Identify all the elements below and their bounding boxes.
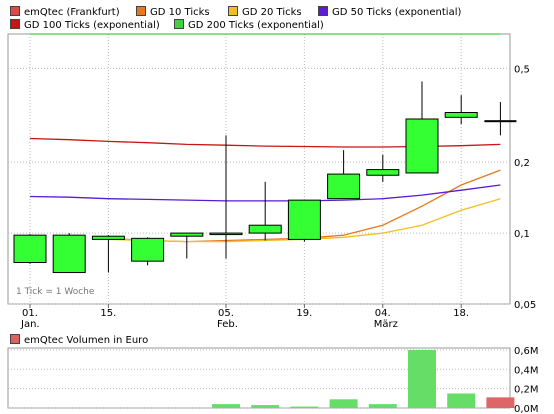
legend-item-emqtec: emQtec (Frankfurt) xyxy=(10,6,120,18)
candle-body xyxy=(91,235,125,240)
volume-y-tick-label: 0,2M xyxy=(514,385,539,396)
legend-swatch xyxy=(174,19,184,29)
x-tick-label: 19. xyxy=(296,308,312,319)
volume-bar xyxy=(290,406,319,408)
chart-legend: emQtec (Frankfurt) GD 10 Ticks GD 20 Tic… xyxy=(0,0,554,34)
candle-body xyxy=(287,199,321,240)
legend-item-gd100: GD 100 Ticks (exponential) xyxy=(10,19,160,31)
tick-note: 1 Tick = 1 Woche xyxy=(16,287,95,297)
y-tick-label: 0,5 xyxy=(514,64,530,75)
legend-swatch xyxy=(136,6,146,16)
volume-bar xyxy=(447,393,476,408)
x-tick-label: 01. xyxy=(22,308,38,319)
candle-body xyxy=(444,111,478,118)
legend-item-gd200: GD 200 Ticks (exponential) xyxy=(174,19,324,31)
legend-swatch xyxy=(228,6,238,16)
legend-label: GD 50 Ticks (exponential) xyxy=(332,7,462,18)
volume-legend: emQtec Volumen in Euro xyxy=(10,334,148,346)
volume-y-tick-label: 0,0M xyxy=(514,404,539,414)
candle-body xyxy=(52,234,86,274)
volume-bar xyxy=(368,404,397,408)
legend-label: GD 20 Ticks xyxy=(242,7,302,18)
volume-y-tick-label: 0,4M xyxy=(514,365,539,376)
legend-swatch xyxy=(10,19,20,29)
x-tick-sublabel: Feb. xyxy=(217,319,238,330)
candle-body xyxy=(366,169,400,176)
legend-item-gd20: GD 20 Ticks xyxy=(228,6,302,18)
x-tick-label: 15. xyxy=(100,308,116,319)
volume-bar xyxy=(212,404,240,408)
y-tick-label: 0,05 xyxy=(514,300,536,311)
volume-bar xyxy=(329,399,358,408)
volume-bar xyxy=(486,397,515,408)
y-tick-label: 0,1 xyxy=(514,229,530,240)
candle-body xyxy=(13,234,47,264)
legend-item-gd10: GD 10 Ticks xyxy=(136,6,210,18)
y-tick-label: 0,2 xyxy=(514,158,530,169)
candle-body xyxy=(405,118,439,174)
volume-bar xyxy=(408,349,436,408)
legend-label: emQtec (Frankfurt) xyxy=(24,7,120,18)
legend-swatch xyxy=(318,6,328,16)
legend-swatch xyxy=(10,6,20,16)
legend-label: GD 100 Ticks (exponential) xyxy=(24,20,160,31)
x-tick-sublabel: Jan. xyxy=(20,319,40,330)
legend-swatch xyxy=(10,334,20,344)
volume-y-tick-label: 0,6M xyxy=(514,346,539,357)
x-tick-sublabel: März xyxy=(374,319,398,330)
candle-body xyxy=(484,120,517,123)
legend-label: GD 200 Ticks (exponential) xyxy=(188,20,324,31)
x-tick-label: 05. xyxy=(218,308,234,319)
candle-body xyxy=(327,173,361,200)
price-chart: 0,05 0,1 0,2 0,5 01.Jan. 15. 05.Feb. 19. 04.März… xyxy=(7,33,536,330)
volume-bar xyxy=(251,405,280,408)
volume-legend-label: emQtec Volumen in Euro xyxy=(24,335,149,346)
candle-body xyxy=(209,232,243,236)
legend-label: GD 10 Ticks xyxy=(150,7,210,18)
candle-body xyxy=(170,232,204,237)
x-tick-label: 04. xyxy=(375,308,391,319)
legend-item-gd50: GD 50 Ticks (exponential) xyxy=(318,6,461,18)
candle-body xyxy=(248,224,282,234)
candle-body xyxy=(131,237,165,262)
x-tick-label: 18. xyxy=(453,308,469,319)
